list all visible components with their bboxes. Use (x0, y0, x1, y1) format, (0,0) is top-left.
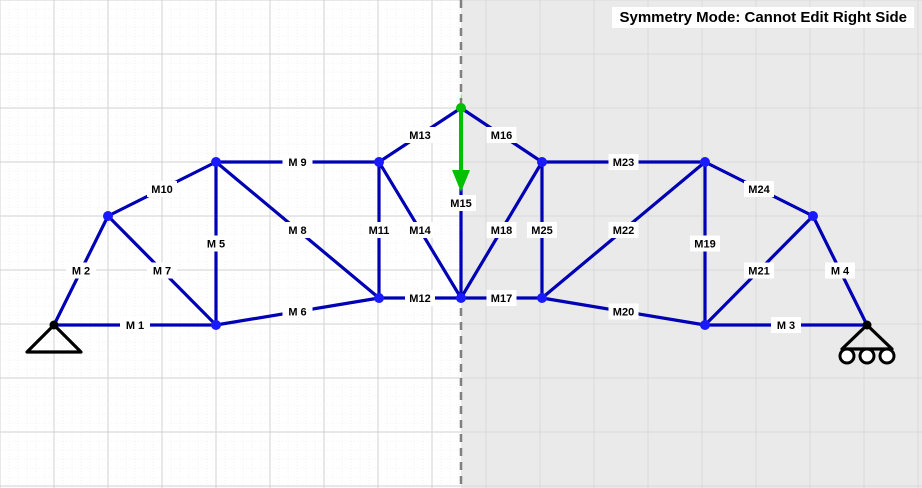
member-label: M14 (405, 222, 435, 238)
member-label: M24 (744, 181, 774, 197)
joint[interactable] (211, 320, 221, 330)
member-label: M13 (405, 127, 435, 143)
member-label: M10 (147, 181, 177, 197)
member-label-text: M12 (409, 293, 430, 305)
member-label-text: M23 (613, 157, 634, 169)
member-label: M17 (486, 290, 517, 306)
member-label-text: M 9 (288, 157, 306, 169)
member-label-text: M 3 (777, 320, 795, 332)
member-label-text: M 6 (288, 307, 306, 319)
member-label: M11 (364, 222, 394, 238)
member-label: M12 (405, 290, 435, 306)
member-label: M25 (527, 222, 557, 238)
member-label: M 3 (771, 317, 801, 333)
member-label-text: M16 (491, 130, 512, 142)
member-label: M 2 (66, 262, 96, 279)
member-label: M 8 (282, 222, 313, 238)
member-label: M18 (486, 222, 517, 238)
member-label-text: M13 (409, 130, 430, 142)
member-label: M 5 (201, 235, 231, 252)
member-label: M 6 (282, 303, 313, 320)
member-label-text: M14 (409, 225, 431, 237)
joint[interactable] (374, 293, 384, 303)
joint[interactable] (103, 211, 113, 221)
member-label: M15 (446, 195, 476, 211)
symmetry-mode-banner: Symmetry Mode: Cannot Edit Right Side (612, 7, 914, 28)
member-label-text: M 8 (288, 225, 306, 237)
member-label-text: M10 (151, 184, 172, 196)
member-label-text: M 4 (831, 266, 850, 278)
roller-support-icon[interactable] (838, 323, 896, 365)
member-label: M21 (744, 262, 774, 279)
member-label-text: M25 (531, 225, 552, 237)
member-label: M19 (690, 235, 720, 252)
joint[interactable] (700, 157, 710, 167)
joint[interactable] (537, 157, 547, 167)
member-label: M 9 (282, 154, 313, 170)
joint[interactable] (374, 157, 384, 167)
member-label: M23 (608, 154, 639, 170)
member-label-text: M11 (369, 225, 390, 237)
joint[interactable] (456, 293, 466, 303)
support-joint[interactable] (49, 320, 59, 330)
joint[interactable] (537, 293, 547, 303)
member-label-text: M 1 (126, 320, 144, 332)
member-label: M22 (608, 222, 639, 238)
member-label-text: M24 (748, 184, 770, 196)
joint[interactable] (808, 211, 818, 221)
member-label-text: M21 (748, 266, 769, 278)
member-label: M16 (486, 127, 517, 143)
load[interactable]: ↓ (452, 92, 470, 192)
member-label-text: M18 (491, 225, 512, 237)
down-arrow-icon[interactable]: ↓ (452, 92, 470, 192)
member-label: M 4 (825, 262, 855, 279)
joints[interactable] (49, 103, 872, 330)
joint[interactable] (700, 320, 710, 330)
load-marker-label: ↓ (459, 92, 464, 103)
joint[interactable] (211, 157, 221, 167)
member-label: M 7 (147, 262, 177, 279)
member-label: M20 (608, 303, 639, 320)
member-label-text: M20 (613, 307, 634, 319)
member-label-text: M 7 (153, 266, 171, 278)
member-label-text: M17 (491, 293, 512, 305)
member-label-text: M 5 (207, 239, 225, 251)
member-labels: M 1 M 2 M 3 M 4 M 5 M 6 M 7 M 8 M 9 M10 M11 M12 M13 M… (66, 127, 855, 333)
member-label-text: M 2 (72, 266, 90, 278)
member-label-text: M19 (694, 239, 715, 251)
support-joint[interactable] (862, 320, 872, 330)
member-label-text: M15 (450, 198, 471, 210)
member-label-text: M22 (613, 225, 634, 237)
pin-support-icon[interactable] (25, 323, 83, 354)
supports[interactable] (25, 323, 896, 365)
member-label: M 1 (120, 317, 150, 333)
